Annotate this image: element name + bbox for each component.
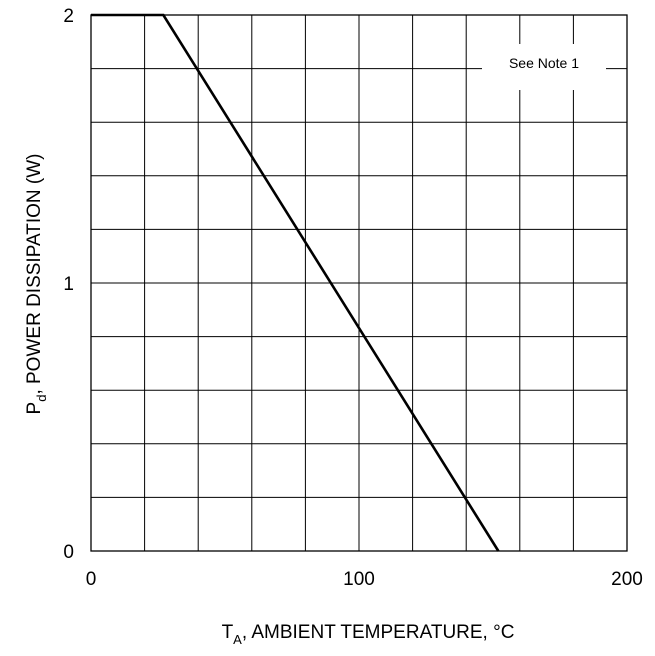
y-tick-label: 2	[63, 6, 74, 27]
series-line-power-dissipation	[91, 13, 500, 552]
grid-lines	[91, 15, 627, 551]
plot-axes	[90, 14, 628, 552]
x-tick-label: 100	[343, 569, 375, 590]
annotation-see-note-1: See Note 1	[509, 55, 579, 71]
x-axis-title: TA, AMBIENT TEMPERATURE, °C	[222, 622, 515, 647]
y-tick-label: 0	[63, 542, 74, 563]
y-axis-title: Pd, POWER DISSIPATION (W)	[24, 154, 49, 415]
x-tick-labels: 0 100 200	[86, 569, 643, 590]
y-tick-labels: 0 1 2	[63, 6, 74, 563]
plot-border	[90, 14, 628, 552]
x-tick-label: 0	[86, 569, 97, 590]
note-background	[482, 44, 606, 90]
x-tick-label: 200	[611, 569, 643, 590]
y-tick-label: 1	[63, 274, 74, 295]
